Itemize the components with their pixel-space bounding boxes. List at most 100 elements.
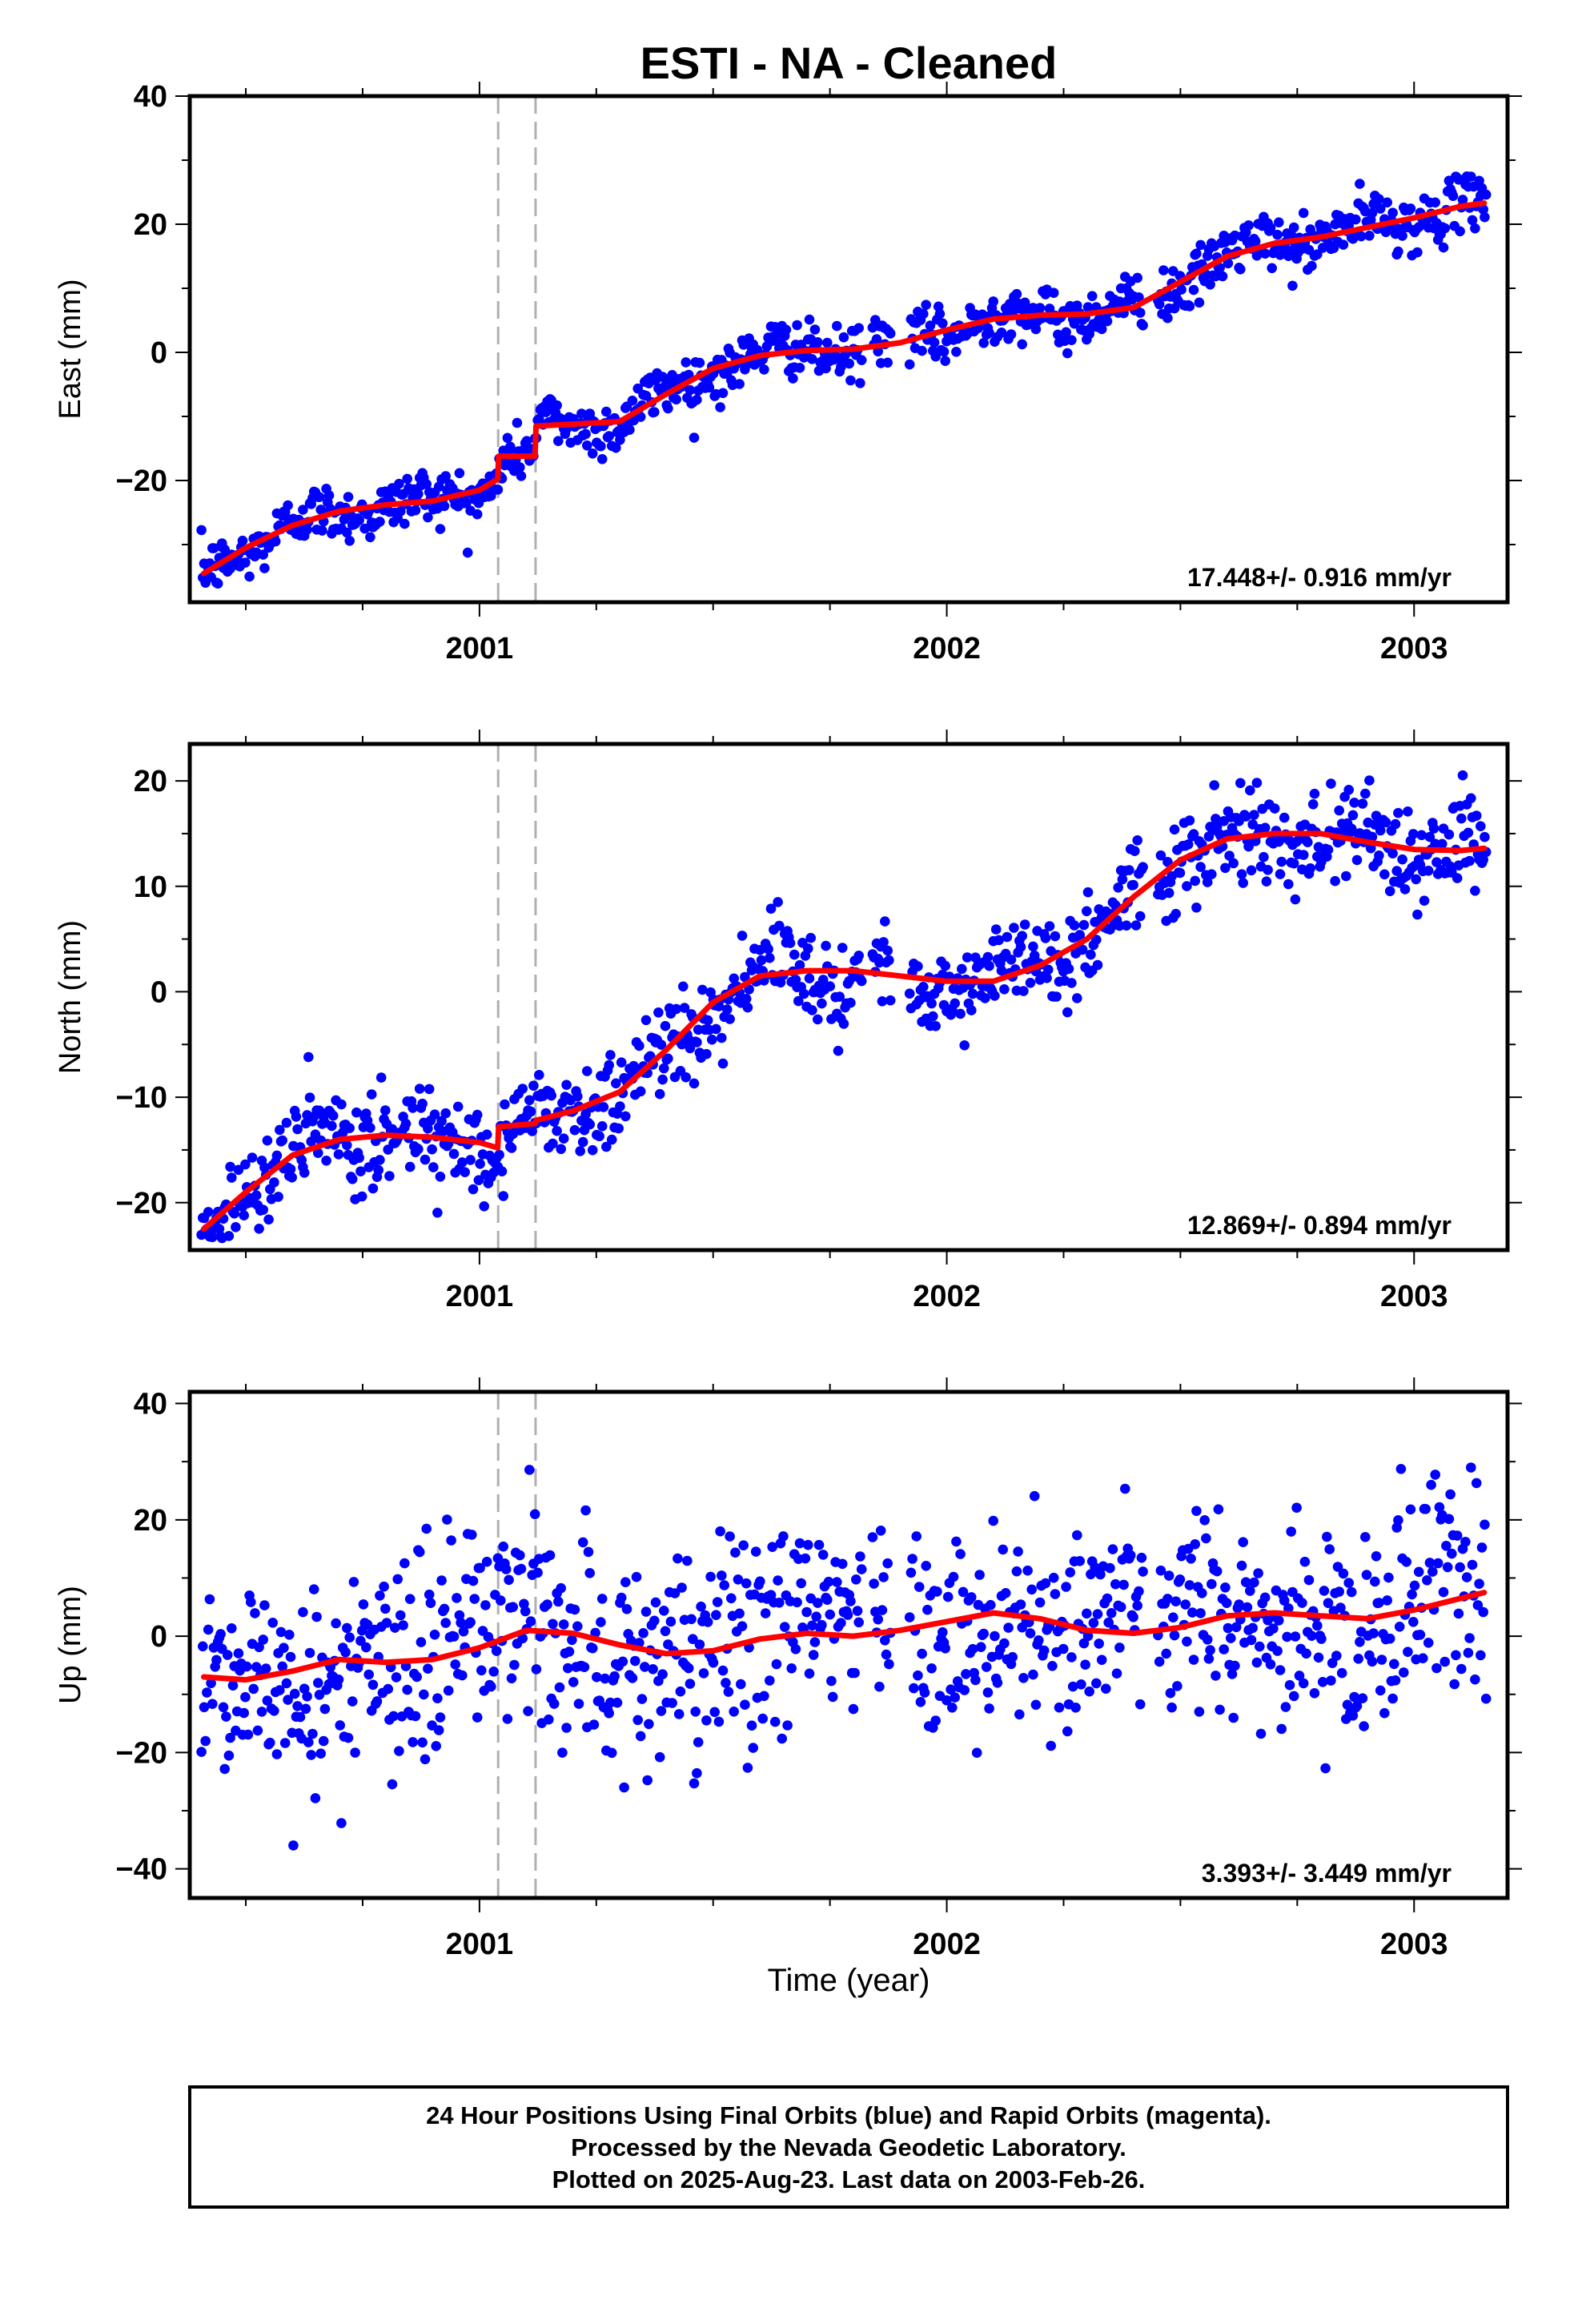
data-point	[1066, 335, 1077, 346]
data-point	[1194, 1707, 1205, 1717]
data-point	[1107, 1544, 1118, 1554]
data-point	[1297, 1598, 1307, 1608]
data-point	[800, 1553, 811, 1564]
data-point	[400, 518, 410, 529]
data-point	[642, 1775, 652, 1786]
data-point	[1364, 775, 1375, 786]
data-point	[765, 903, 777, 914]
data-point	[524, 1095, 535, 1106]
data-point	[1091, 1678, 1102, 1689]
data-point	[938, 318, 948, 329]
data-point	[443, 1685, 454, 1696]
data-point	[880, 1635, 890, 1646]
data-point	[785, 938, 796, 948]
data-point	[742, 1002, 753, 1013]
data-point	[1423, 866, 1434, 876]
data-point	[479, 1201, 489, 1212]
data-point	[649, 407, 660, 417]
data-point	[955, 1008, 966, 1019]
data-point	[1375, 203, 1386, 214]
data-point	[856, 1564, 867, 1574]
data-point	[1219, 1644, 1229, 1655]
data-point	[725, 1531, 735, 1542]
plot-frame	[187, 742, 1510, 1252]
data-point	[990, 991, 1000, 1001]
data-point	[681, 1072, 691, 1083]
data-point	[408, 1103, 418, 1113]
data-point	[258, 549, 269, 560]
data-point	[1353, 1654, 1363, 1664]
data-point	[913, 1582, 925, 1592]
data-point	[343, 1732, 354, 1743]
data-point	[620, 1577, 631, 1587]
data-point	[263, 1214, 274, 1225]
data-point	[635, 412, 646, 422]
x-tick-label: 2003	[1380, 632, 1448, 665]
data-point	[659, 1606, 669, 1616]
data-point	[304, 1647, 315, 1659]
data-point	[742, 1763, 753, 1773]
data-point	[1387, 1693, 1398, 1704]
data-point	[1002, 931, 1013, 943]
data-point	[1461, 1572, 1472, 1582]
data-point	[254, 1224, 264, 1234]
data-point	[836, 1618, 846, 1628]
data-point	[1170, 908, 1181, 919]
data-point	[1138, 862, 1148, 872]
data-point	[650, 1597, 661, 1608]
data-point	[1312, 249, 1323, 260]
data-point	[1290, 894, 1301, 905]
data-point	[425, 1598, 436, 1608]
data-point	[1478, 204, 1488, 215]
data-point	[429, 1109, 440, 1120]
data-point	[1243, 220, 1254, 231]
data-point	[765, 1675, 775, 1686]
data-point	[1387, 848, 1398, 858]
data-point	[1265, 223, 1276, 234]
data-point	[1374, 194, 1384, 204]
data-point	[500, 1564, 512, 1574]
data-point	[794, 1538, 805, 1549]
data-point	[1480, 189, 1492, 200]
data-point	[790, 1644, 801, 1655]
data-point	[1393, 807, 1403, 818]
data-point	[715, 1526, 725, 1537]
data-point	[440, 1108, 451, 1119]
data-point	[269, 1177, 279, 1188]
data-point	[1215, 1704, 1225, 1715]
data-point	[492, 1553, 504, 1564]
data-point	[605, 1050, 616, 1060]
data-point	[1078, 1638, 1090, 1649]
data-point	[624, 424, 635, 435]
data-point	[433, 1725, 444, 1735]
data-point	[1194, 297, 1205, 308]
data-point	[1338, 1568, 1349, 1579]
data-point	[542, 1599, 552, 1610]
data-point	[942, 1695, 952, 1706]
footer-frame	[188, 2085, 1509, 2209]
data-point	[708, 1657, 719, 1668]
y-tick-label: 20	[134, 1504, 167, 1538]
data-point	[683, 1663, 694, 1674]
data-point	[723, 1687, 734, 1697]
data-point	[1367, 831, 1378, 842]
data-point	[227, 1623, 237, 1634]
data-point	[1389, 1659, 1399, 1670]
data-point	[1411, 874, 1421, 885]
data-point	[636, 1694, 648, 1704]
data-point	[1335, 1602, 1346, 1613]
data-point	[1082, 1608, 1092, 1619]
data-point	[649, 1615, 660, 1626]
data-point	[1379, 1707, 1390, 1719]
data-point	[1259, 248, 1271, 259]
data-point	[256, 1707, 267, 1717]
data-point	[1452, 873, 1463, 883]
data-point	[1163, 887, 1174, 899]
data-point	[596, 1121, 608, 1132]
data-point	[1245, 785, 1255, 796]
data-point	[240, 1691, 251, 1703]
data-point	[358, 1599, 369, 1610]
data-point	[1235, 264, 1246, 275]
data-point	[423, 1663, 433, 1674]
data-point	[561, 1080, 572, 1090]
